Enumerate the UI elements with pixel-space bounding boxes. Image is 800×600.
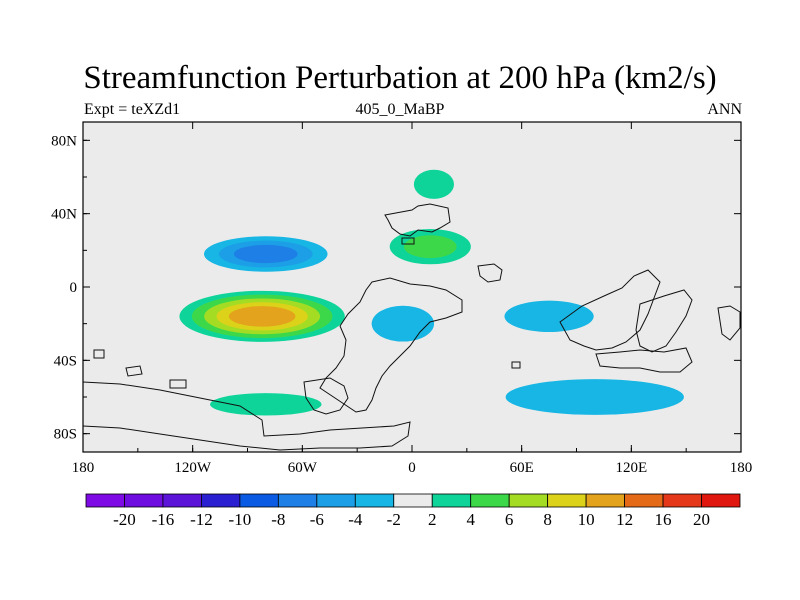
contour-region-12-level--2 xyxy=(83,312,102,342)
contour-region-8-level--2 xyxy=(649,232,723,254)
colorbar-label: -12 xyxy=(190,510,213,529)
contour-region-4-level--4 xyxy=(371,305,435,342)
y-tick-label: 80N xyxy=(51,133,77,149)
x-tick-label: 0 xyxy=(408,460,416,476)
colorbar-label: -2 xyxy=(387,510,401,529)
contour-region-11-level-4 xyxy=(210,393,322,416)
subtitle-center: 405_0_MaBP xyxy=(355,101,445,118)
colorbar-label: -20 xyxy=(113,510,136,529)
colorbar-swatch xyxy=(162,493,202,508)
y-tick-label: 80S xyxy=(54,427,77,443)
colorbar-label: -10 xyxy=(229,510,252,529)
colorbar-swatch xyxy=(624,493,664,508)
colorbar-label: 6 xyxy=(505,510,514,529)
contour-region-5-level--4 xyxy=(504,300,594,332)
colorbar-swatch xyxy=(201,493,241,508)
colorbar-label: -4 xyxy=(348,510,363,529)
coastlines xyxy=(83,203,741,451)
colorbar-label: 12 xyxy=(616,510,633,529)
x-tick-label: 60E xyxy=(510,460,534,476)
colorbar-swatch xyxy=(585,493,625,508)
colorbar-swatch xyxy=(393,493,433,508)
colorbar-swatch xyxy=(354,493,395,508)
colorbar-swatch xyxy=(470,493,510,508)
chart-title: Streamfunction Perturbation at 200 hPa (… xyxy=(83,60,717,96)
colorbar-swatch xyxy=(431,493,472,508)
colorbar-swatch xyxy=(547,493,587,508)
colorbar-swatch xyxy=(508,493,549,508)
colorbar-swatch xyxy=(316,493,356,508)
contour-region-13-level--2 xyxy=(722,309,741,346)
x-tick-label: 60W xyxy=(288,460,318,476)
x-tick-label: 180 xyxy=(72,460,95,476)
colorbar-label: -8 xyxy=(271,510,285,529)
contour-region-0-level--8 xyxy=(233,244,298,264)
contour-region-1-level-12 xyxy=(228,306,296,327)
colorbar-swatch xyxy=(662,493,702,508)
colorbar-swatch xyxy=(239,493,279,508)
contour-region-3-level-4 xyxy=(413,169,455,199)
colorbar-swatch xyxy=(701,493,741,508)
colorbar-label: 4 xyxy=(466,510,475,529)
contour-region-6-level--2 xyxy=(503,186,577,216)
y-tick-label: 40S xyxy=(54,353,77,369)
colorbar-label: 16 xyxy=(655,510,672,529)
x-tick-label: 180 xyxy=(730,460,753,476)
y-tick-label: 0 xyxy=(70,280,78,296)
x-tick-label: 120E xyxy=(615,460,647,476)
contour-region-2-level-6 xyxy=(403,235,457,259)
colorbar-swatch xyxy=(85,493,125,508)
contour-region-7-level-2 xyxy=(549,217,593,262)
colorbar-label: 2 xyxy=(428,510,437,529)
colorbar-label: -16 xyxy=(152,510,175,529)
x-tick-label: 120W xyxy=(174,460,212,476)
colorbar-label: -6 xyxy=(310,510,324,529)
colorbar-swatch xyxy=(124,493,164,508)
y-tick-label: 40N xyxy=(51,207,77,223)
subtitle-left: Expt = teXZd1 xyxy=(84,101,181,118)
colorbar-label: 8 xyxy=(543,510,552,529)
colorbar-label: 20 xyxy=(693,510,710,529)
subtitle-right: ANN xyxy=(707,101,742,118)
colorbar-swatch xyxy=(277,493,318,508)
contour-region-10-level--4 xyxy=(505,379,684,415)
colorbar-label: 10 xyxy=(578,510,595,529)
